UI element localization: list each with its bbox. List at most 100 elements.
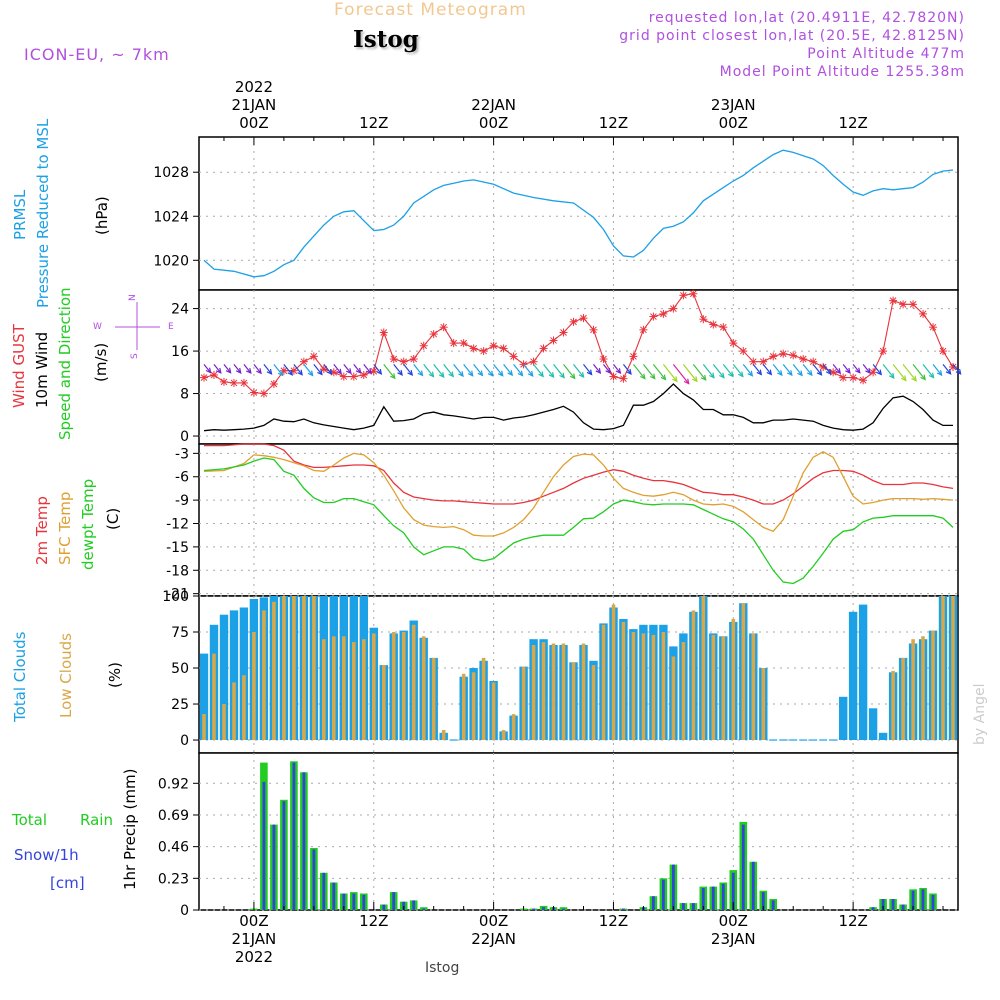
wind-arrow-shaft — [503, 363, 513, 376]
gust-point — [379, 328, 388, 337]
low-cloud-bar — [891, 670, 895, 740]
gust-point — [349, 372, 358, 381]
precip-snow-bar — [931, 894, 935, 910]
precip-snow-bar — [382, 904, 386, 910]
precip-snow-bar — [332, 882, 336, 910]
wind-arrow-head — [346, 368, 352, 375]
low-cloud-bar — [232, 682, 236, 740]
wind-arrow-head — [855, 367, 861, 374]
wind-arrow-shaft — [453, 363, 464, 377]
wind-arrow-icon — [662, 363, 678, 383]
pressure-labels: PRMSL Pressure Reduced to MSL (hPa) — [11, 118, 111, 308]
wind-arrow-icon — [722, 363, 734, 378]
wind-arrow-shaft — [712, 363, 725, 378]
gust-marker — [260, 390, 268, 397]
gust-point — [259, 389, 268, 398]
low-cloud-bar — [501, 730, 506, 741]
gust-marker — [220, 378, 228, 386]
low-cloud-bar — [471, 672, 476, 740]
temp-2m-label: 2m Temp — [33, 496, 51, 565]
wind-arrow-shaft — [273, 363, 284, 376]
temp-dew-label: dewpt Temp — [79, 479, 97, 570]
precip-snow-bar — [901, 904, 905, 910]
compass-east: E — [168, 322, 174, 332]
wind-arrow-head — [569, 373, 576, 380]
wind-arrow-icon — [313, 363, 323, 376]
low-cloud-bar — [431, 657, 436, 740]
low-cloud-bar — [332, 636, 336, 740]
wind-arrow-head — [692, 376, 698, 383]
gust-point — [299, 357, 308, 366]
gust-marker — [540, 345, 547, 352]
wind-arrow-head — [417, 370, 424, 377]
low-cloud-bar — [222, 704, 226, 740]
temp-y-tick-label: -15 — [166, 540, 189, 556]
low-clouds-label: Low Clouds — [57, 633, 75, 718]
top-time-label: 12Z — [838, 114, 867, 132]
wind-arrow-shaft — [792, 363, 803, 376]
wind-arrow-shaft — [662, 363, 678, 382]
bottom-time-label: 12Z — [838, 912, 867, 930]
gust-marker — [939, 347, 947, 355]
gust-point — [489, 341, 498, 350]
wind-compass-icon: N E S W — [93, 294, 174, 359]
precip-snow-bar — [312, 849, 316, 910]
gust-marker — [949, 363, 957, 371]
gust-point — [609, 372, 618, 381]
low-cloud-bar — [441, 730, 446, 741]
wind-arrow-head — [766, 369, 773, 376]
precip-snow-bar — [322, 872, 326, 910]
gust-marker — [640, 326, 647, 334]
gust-marker — [709, 321, 717, 328]
precip-snow-bar — [662, 879, 665, 910]
gust-point — [239, 378, 248, 387]
precip-snow-bar — [292, 762, 296, 910]
top-time-label: 12Z — [359, 114, 388, 132]
gust-point — [339, 372, 348, 381]
precip-snow-bar — [562, 908, 565, 910]
cloud-unit: (%) — [106, 662, 124, 688]
total-cloud-bar — [868, 708, 878, 740]
wind-arrow-icon — [712, 363, 725, 379]
wind-arrow-head — [605, 367, 612, 374]
clouds-y-tick-label: 0 — [180, 733, 189, 749]
wind-y-tick-label: 16 — [171, 344, 189, 360]
wind-arrow-icon — [752, 363, 763, 376]
low-cloud-bar — [302, 596, 306, 740]
pressure-label-prmsl: PRMSL — [11, 189, 29, 240]
precip-snow-bar — [672, 864, 675, 910]
model-label: ICON-EU, ~ 7km — [24, 45, 170, 64]
wind-arrow-head — [287, 369, 294, 376]
wind-arrow-shaft — [942, 363, 952, 375]
wind-arrow-icon — [493, 363, 504, 377]
wind-arrow-head — [225, 367, 232, 374]
precip-snow-bar — [721, 883, 725, 910]
wind-arrow-head — [235, 367, 242, 374]
wind-arrow-head — [865, 367, 871, 375]
precip-snow-bar — [921, 889, 925, 910]
wind-arrow-icon — [812, 363, 823, 376]
precip-snow-bar — [711, 886, 715, 910]
low-cloud-bar — [761, 668, 766, 740]
wind-arrow-shaft — [473, 363, 483, 376]
temp-y-tick-label: -6 — [175, 470, 189, 486]
gust-point — [219, 377, 228, 386]
wind-arrow-icon — [383, 363, 396, 380]
low-cloud-bar — [561, 643, 566, 740]
wind-arrow-icon — [852, 363, 861, 374]
gust-marker — [769, 353, 777, 360]
total-cloud-bar — [858, 604, 868, 740]
wind-arrow-icon — [642, 363, 656, 380]
gust-marker — [380, 329, 388, 336]
gust-point — [679, 291, 688, 300]
gust-marker — [909, 300, 917, 308]
wind-arrow-icon — [333, 363, 343, 375]
wind-arrow-icon — [732, 363, 744, 378]
wind-arrow-head — [277, 370, 284, 377]
top-time-label: 00Z — [719, 114, 748, 132]
low-cloud-bar — [382, 665, 386, 740]
low-cloud-bar — [681, 642, 686, 740]
wind-arrow-head — [945, 368, 952, 375]
gust-marker — [500, 345, 507, 352]
gust-point — [229, 378, 238, 387]
